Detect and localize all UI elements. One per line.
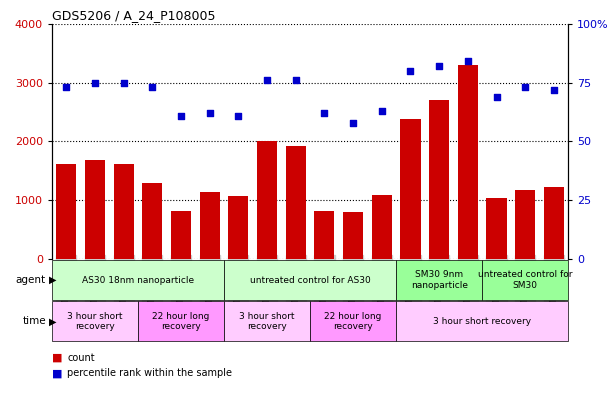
Bar <box>229 196 249 259</box>
Bar <box>343 212 363 259</box>
Point <box>119 79 128 86</box>
Bar <box>114 164 134 259</box>
Point <box>348 119 358 126</box>
Point <box>147 84 157 90</box>
Bar <box>482 260 568 300</box>
Point <box>406 68 415 74</box>
Text: ▶: ▶ <box>49 275 56 285</box>
Point <box>549 86 559 93</box>
Text: 3 hour short
recovery: 3 hour short recovery <box>67 312 123 331</box>
Text: 22 hour long
recovery: 22 hour long recovery <box>324 312 382 331</box>
Text: SM30 9nm
nanoparticle: SM30 9nm nanoparticle <box>411 270 467 290</box>
Bar <box>200 192 220 259</box>
Bar <box>171 211 191 259</box>
Point <box>291 77 301 83</box>
Bar <box>400 119 420 259</box>
Bar <box>458 65 478 259</box>
Bar <box>286 146 306 259</box>
Bar <box>52 260 224 300</box>
Point <box>205 110 214 116</box>
Point <box>90 79 100 86</box>
Point <box>434 63 444 69</box>
Bar <box>429 100 449 259</box>
Bar <box>224 260 396 300</box>
Bar <box>371 195 392 259</box>
Text: 3 hour short
recovery: 3 hour short recovery <box>240 312 295 331</box>
Bar <box>224 301 310 341</box>
Text: percentile rank within the sample: percentile rank within the sample <box>67 368 232 378</box>
Bar <box>138 301 224 341</box>
Point <box>377 108 387 114</box>
Point <box>492 94 502 100</box>
Point <box>262 77 272 83</box>
Bar <box>85 160 105 259</box>
Bar <box>396 301 568 341</box>
Text: GDS5206 / A_24_P108005: GDS5206 / A_24_P108005 <box>52 9 216 22</box>
Point <box>233 112 243 119</box>
Point <box>61 84 71 90</box>
Bar <box>52 301 138 341</box>
Text: count: count <box>67 353 95 363</box>
Bar <box>544 187 564 259</box>
Text: 22 hour long
recovery: 22 hour long recovery <box>152 312 210 331</box>
Text: untreated control for
SM30: untreated control for SM30 <box>478 270 573 290</box>
Bar <box>315 211 334 259</box>
Text: ▶: ▶ <box>49 316 56 326</box>
Bar <box>486 198 507 259</box>
Point <box>521 84 530 90</box>
Bar <box>310 301 396 341</box>
Bar <box>142 183 163 259</box>
Text: untreated control for AS30: untreated control for AS30 <box>250 275 370 285</box>
Text: agent: agent <box>16 275 46 285</box>
Point <box>320 110 329 116</box>
Bar <box>56 164 76 259</box>
Text: AS30 18nm nanoparticle: AS30 18nm nanoparticle <box>82 275 194 285</box>
Bar <box>257 141 277 259</box>
Point <box>176 112 186 119</box>
Bar <box>396 260 482 300</box>
Text: ■: ■ <box>52 353 62 363</box>
Text: 3 hour short recovery: 3 hour short recovery <box>433 317 531 326</box>
Text: ■: ■ <box>52 368 62 378</box>
Point <box>463 58 473 64</box>
Text: time: time <box>22 316 46 326</box>
Bar <box>515 191 535 259</box>
